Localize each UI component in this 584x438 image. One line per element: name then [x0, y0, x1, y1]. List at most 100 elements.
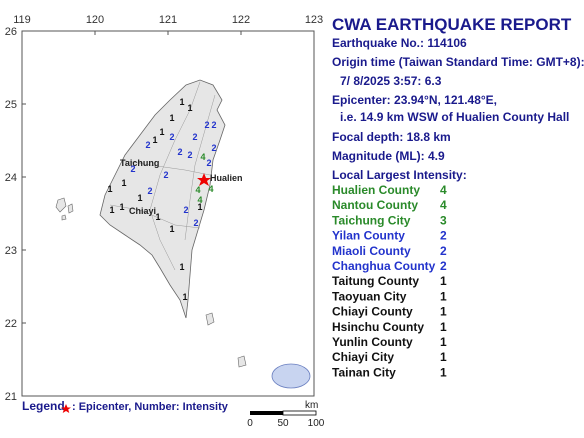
county-border: [119, 159, 211, 176]
station-intensity: 4: [208, 184, 213, 194]
intensity-value: 1: [440, 305, 447, 319]
station-intensity: 1: [197, 202, 202, 212]
lat-tick-label: 25: [5, 99, 17, 111]
intensity-value: 1: [440, 274, 447, 288]
intensity-area: Taoyuan City: [332, 289, 407, 303]
station-intensity: 2: [163, 170, 168, 180]
station-intensity: 1: [152, 135, 157, 145]
lat-tick-label: 24: [5, 172, 17, 184]
intensity-value: 1: [440, 289, 447, 303]
intensity-area: Taitung County: [332, 274, 419, 288]
station-intensity: 1: [169, 113, 174, 123]
intensity-area: Chiayi City: [332, 350, 394, 364]
intensity-value: 1: [440, 365, 447, 379]
report-line: Earthquake No.: 114106: [332, 36, 467, 50]
station-intensity: 1: [182, 292, 187, 302]
intensity-value: 4: [440, 183, 447, 197]
intensity-value: 2: [440, 259, 447, 273]
cwa-logo: [271, 363, 311, 389]
report-title: CWA EARTHQUAKE REPORT: [332, 15, 572, 34]
lon-tick-label: 122: [232, 14, 250, 26]
scale-bar-segment: [282, 410, 317, 416]
legend-title: Legend: [22, 399, 65, 413]
scale-tick-label: 0: [247, 418, 253, 429]
scale-tick-label: 100: [308, 418, 325, 429]
intensity-area: Changhua County: [332, 259, 436, 273]
place-label: Taichung: [120, 158, 159, 168]
intensity-area: Taichung City: [332, 213, 411, 227]
report-line: 7/ 8/2025 3:57: 6.3: [340, 74, 442, 88]
station-intensity: 2: [193, 218, 198, 228]
intensity-value: 1: [440, 335, 447, 349]
intensity-area: Miaoli County: [332, 244, 411, 258]
lon-tick-label: 120: [86, 14, 104, 26]
scale-unit: km: [305, 400, 318, 411]
intensity-value: 1: [440, 320, 447, 334]
lon-tick-label: 119: [13, 14, 31, 26]
report-line: Focal depth: 18.8 km: [332, 130, 451, 144]
report-line: Local Largest Intensity:: [332, 168, 467, 182]
intensity-value: 4: [440, 198, 447, 212]
intensity-value: 2: [440, 244, 447, 258]
legend-text: : Epicenter, Number: Intensity: [72, 401, 229, 413]
epicenter-star: [197, 173, 211, 186]
station-intensity: 1: [137, 193, 142, 203]
lon-tick-label: 121: [159, 14, 177, 26]
station-intensity: 4: [197, 195, 202, 205]
station-intensity: 1: [169, 224, 174, 234]
lat-tick-label: 26: [5, 26, 17, 38]
lat-tick-label: 23: [5, 245, 17, 257]
station-intensity: 1: [109, 205, 114, 215]
lon-tick-label: 123: [305, 14, 323, 26]
intensity-area: Yilan County: [332, 229, 405, 243]
intensity-value: 2: [440, 229, 447, 243]
station-intensity: 1: [187, 103, 192, 113]
intensity-area: Chiayi County: [332, 305, 413, 319]
intensity-area: Yunlin County: [332, 335, 413, 349]
intensity-area: Hualien County: [332, 183, 420, 197]
taiwan-island: [99, 79, 226, 319]
station-intensity: 2: [211, 143, 216, 153]
report-line: i.e. 14.9 km WSW of Hualien County Hall: [340, 110, 569, 124]
station-intensity: 2: [147, 186, 152, 196]
county-border: [149, 81, 201, 271]
county-border: [109, 204, 201, 229]
intensity-value: 3: [440, 213, 447, 227]
station-intensity: 2: [204, 120, 209, 130]
station-intensity: 2: [211, 120, 216, 130]
station-intensity: 1: [121, 178, 126, 188]
report-line: Epicenter: 23.94°N, 121.48°E,: [332, 93, 497, 107]
station-intensity: 1: [179, 262, 184, 272]
scale-tick-label: 50: [277, 418, 289, 429]
station-intensity: 1: [119, 202, 124, 212]
station-intensity: 2: [169, 132, 174, 142]
station-intensity: 2: [145, 140, 150, 150]
lat-tick-label: 22: [5, 318, 17, 330]
station-intensity: 2: [206, 158, 211, 168]
station-intensity: 1: [107, 184, 112, 194]
report-line: Origin time (Taiwan Standard Time: GMT+8…: [332, 55, 584, 69]
station-intensity: 1: [179, 97, 184, 107]
station-intensity: 2: [130, 164, 135, 174]
intensity-area: Tainan City: [332, 365, 396, 379]
county-border: [184, 94, 216, 241]
station-intensity: 2: [192, 132, 197, 142]
station-intensity: 2: [183, 205, 188, 215]
intensity-area: Nantou County: [332, 198, 418, 212]
legend-star: [61, 404, 71, 413]
intensity-area: Hsinchu County: [332, 320, 424, 334]
orchid-island: [237, 355, 247, 368]
place-label: Hualien: [210, 173, 243, 183]
station-intensity: 4: [195, 185, 200, 195]
green-island: [205, 312, 215, 326]
intensity-value: 1: [440, 350, 447, 364]
station-intensity: 2: [177, 147, 182, 157]
penghu-islands: [55, 197, 74, 221]
scale-bar-segment: [250, 411, 283, 415]
report-line: Magnitude (ML): 4.9: [332, 149, 445, 163]
place-label: Chiayi: [129, 206, 156, 216]
station-intensity: 1: [159, 127, 164, 137]
station-intensity: 1: [155, 212, 160, 222]
